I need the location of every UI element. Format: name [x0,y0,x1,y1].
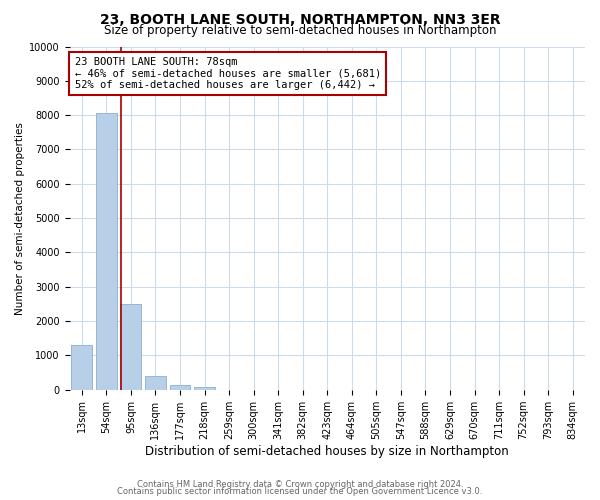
Text: Contains public sector information licensed under the Open Government Licence v3: Contains public sector information licen… [118,487,482,496]
Bar [194,386,215,390]
Text: 23 BOOTH LANE SOUTH: 78sqm
← 46% of semi-detached houses are smaller (5,681)
52%: 23 BOOTH LANE SOUTH: 78sqm ← 46% of semi… [74,57,381,90]
Bar [170,386,190,390]
Text: Contains HM Land Registry data © Crown copyright and database right 2024.: Contains HM Land Registry data © Crown c… [137,480,463,489]
Bar [71,345,92,390]
Bar [96,114,117,390]
Bar [145,376,166,390]
Bar [121,304,142,390]
Text: 23, BOOTH LANE SOUTH, NORTHAMPTON, NN3 3ER: 23, BOOTH LANE SOUTH, NORTHAMPTON, NN3 3… [100,12,500,26]
X-axis label: Distribution of semi-detached houses by size in Northampton: Distribution of semi-detached houses by … [145,444,509,458]
Text: Size of property relative to semi-detached houses in Northampton: Size of property relative to semi-detach… [104,24,496,37]
Y-axis label: Number of semi-detached properties: Number of semi-detached properties [15,122,25,314]
